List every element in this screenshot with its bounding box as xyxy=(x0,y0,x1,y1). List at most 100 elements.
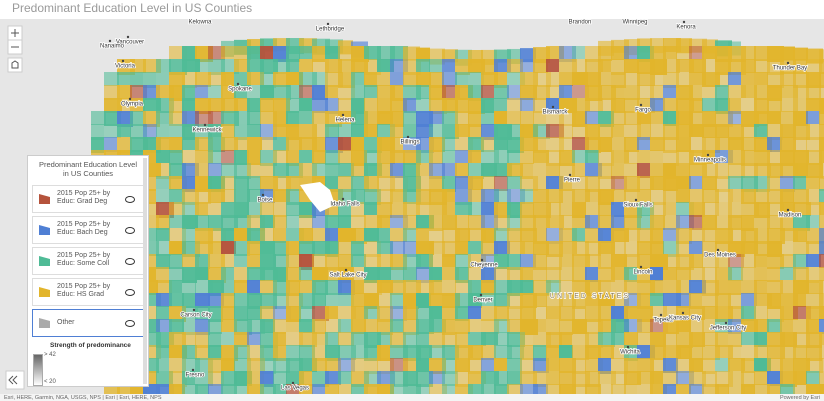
county xyxy=(247,150,261,165)
county xyxy=(637,189,651,204)
county xyxy=(819,85,824,98)
county xyxy=(325,98,339,114)
county xyxy=(364,267,380,283)
county xyxy=(650,267,663,281)
county xyxy=(364,345,381,361)
county xyxy=(624,176,640,192)
county xyxy=(143,111,160,127)
county xyxy=(793,111,808,126)
visibility-toggle[interactable] xyxy=(125,196,135,203)
home-button[interactable] xyxy=(7,57,23,73)
county xyxy=(598,345,614,359)
county xyxy=(793,241,809,255)
county xyxy=(546,176,563,189)
county xyxy=(572,46,585,59)
county xyxy=(793,150,809,163)
county xyxy=(715,124,729,138)
county xyxy=(169,72,185,87)
county xyxy=(819,267,824,281)
county xyxy=(286,176,299,191)
county xyxy=(611,358,628,374)
city-label: Denver xyxy=(473,298,492,304)
county xyxy=(455,163,469,178)
county xyxy=(741,267,754,280)
county xyxy=(806,176,820,189)
county xyxy=(754,124,768,139)
county xyxy=(572,111,587,127)
county xyxy=(533,267,547,281)
county xyxy=(325,163,338,176)
county xyxy=(182,215,198,229)
collapse-button[interactable] xyxy=(5,370,25,390)
county xyxy=(208,59,225,75)
county xyxy=(234,267,249,283)
county xyxy=(468,85,483,101)
county xyxy=(247,72,264,85)
visibility-toggle[interactable] xyxy=(125,227,135,234)
county xyxy=(780,46,795,61)
county xyxy=(494,85,509,99)
visibility-toggle[interactable] xyxy=(125,320,135,327)
county xyxy=(663,59,680,73)
county xyxy=(754,371,769,385)
county xyxy=(624,46,639,60)
county xyxy=(429,85,446,100)
county xyxy=(767,319,782,333)
county xyxy=(221,150,236,165)
legend-item[interactable]: 2015 Pop 25+ by Educ: Bach Deg xyxy=(32,216,144,244)
county xyxy=(793,189,809,204)
county xyxy=(299,254,314,270)
county xyxy=(624,267,637,282)
county xyxy=(403,332,417,348)
county xyxy=(533,111,546,126)
visibility-toggle[interactable] xyxy=(125,289,135,296)
county xyxy=(156,124,169,139)
city-marker xyxy=(126,35,130,39)
county xyxy=(286,59,299,74)
county xyxy=(494,215,510,231)
county xyxy=(377,228,390,243)
county xyxy=(715,332,728,347)
county xyxy=(676,345,692,359)
county xyxy=(130,85,147,100)
county xyxy=(767,124,783,140)
county xyxy=(130,111,146,126)
county xyxy=(481,163,497,177)
county xyxy=(338,319,353,333)
county xyxy=(130,72,143,87)
county xyxy=(715,319,732,333)
county xyxy=(559,384,576,397)
county xyxy=(494,293,510,307)
county xyxy=(624,358,637,373)
scrollbar[interactable] xyxy=(143,158,147,384)
county xyxy=(247,332,261,345)
county xyxy=(429,345,445,360)
county xyxy=(169,98,184,113)
county xyxy=(312,345,327,361)
county xyxy=(442,267,459,280)
county xyxy=(130,98,145,112)
county xyxy=(780,189,794,203)
county xyxy=(819,241,824,255)
county xyxy=(624,59,639,73)
city-label: Fresno xyxy=(186,373,205,379)
county xyxy=(182,176,196,192)
legend-item[interactable]: 2015 Pop 25+ by Educ: HS Grad xyxy=(32,278,144,306)
county xyxy=(325,280,342,295)
county xyxy=(689,189,704,202)
county xyxy=(767,254,784,269)
legend-item[interactable]: 2015 Pop 25+ by Educ: Some Coll xyxy=(32,247,144,275)
county xyxy=(182,371,195,385)
legend-item[interactable]: Other xyxy=(32,309,144,337)
county xyxy=(728,319,742,334)
county xyxy=(637,228,653,243)
county xyxy=(546,254,562,270)
county xyxy=(455,72,468,88)
county xyxy=(572,306,586,320)
county xyxy=(429,137,445,152)
legend-item[interactable]: 2015 Pop 25+ by Educ: Grad Deg xyxy=(32,185,144,213)
county xyxy=(416,228,429,241)
county xyxy=(728,280,741,295)
visibility-toggle[interactable] xyxy=(125,258,135,265)
county xyxy=(637,111,651,124)
